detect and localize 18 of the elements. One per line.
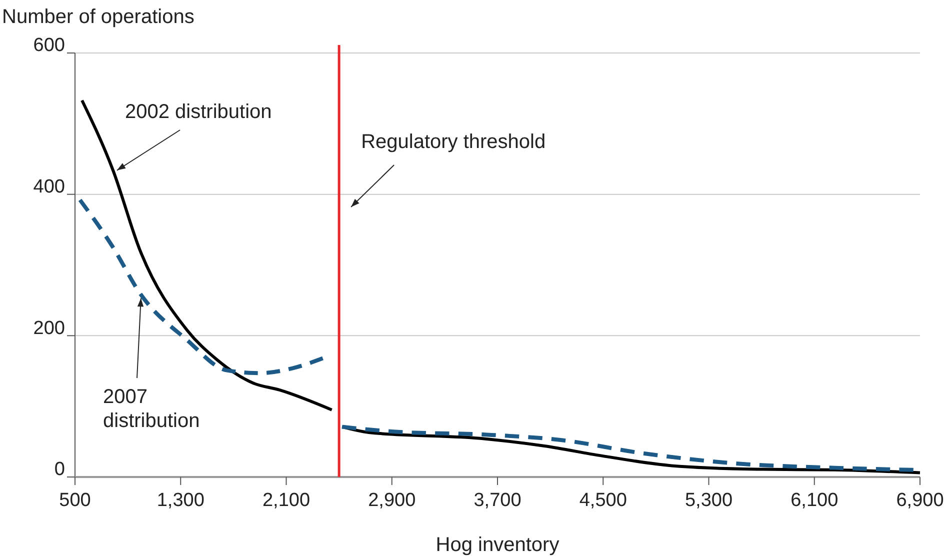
y-tick-label: 0 — [54, 459, 65, 480]
ref-line-label: Regulatory threshold — [361, 131, 546, 153]
y-tick-label: 400 — [33, 176, 65, 198]
x-tick-label: 6,100 — [790, 490, 838, 511]
x-tick-label: 3,700 — [474, 490, 522, 511]
x-axis-title: Hog inventory — [436, 534, 560, 556]
x-tick-label: 2,100 — [262, 490, 310, 511]
x-tick-label: 2,900 — [368, 490, 416, 511]
x-tick-label: 4,500 — [579, 490, 627, 511]
x-tick-label: 6,900 — [896, 490, 944, 511]
annotation: 2007 distribution — [103, 386, 200, 432]
annotation: 2002 distribution — [125, 101, 272, 123]
x-tick-label: 500 — [59, 490, 91, 511]
x-tick-label: 5,300 — [684, 490, 733, 511]
y-tick-label: 600 — [33, 35, 65, 56]
y-tick-label: 200 — [33, 318, 65, 339]
x-tick-label: 1,300 — [156, 490, 204, 511]
y-axis-title: Number of operations — [2, 6, 194, 28]
